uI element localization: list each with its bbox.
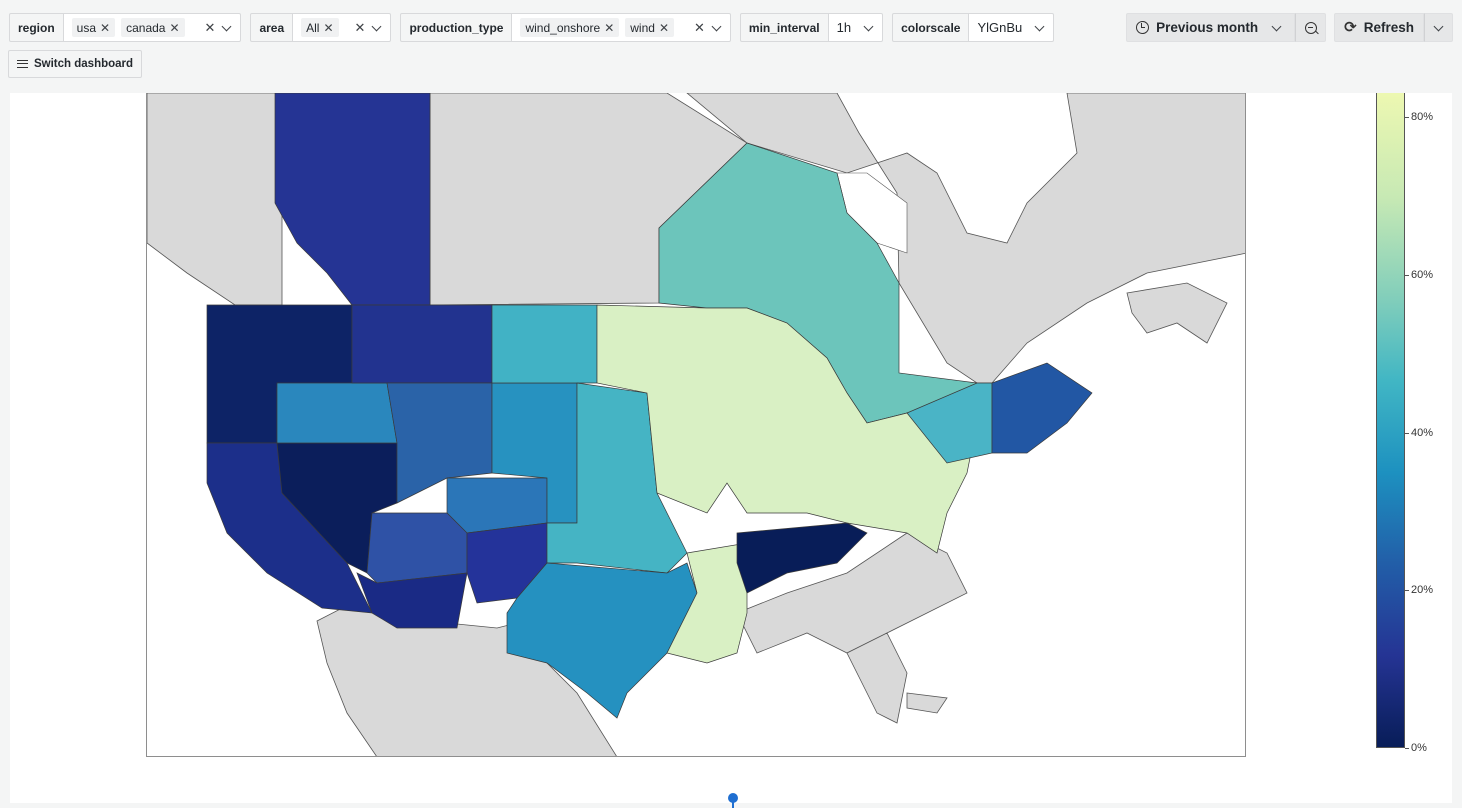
variable-picker-min-interval[interactable]: 1h [828,13,884,42]
chip-all: All ✕ [301,18,339,37]
choropleth-map[interactable] [146,93,1246,757]
variable-picker-region[interactable]: usa ✕ canada ✕ ✕ [63,13,242,42]
variable-label-production-type: production_type [400,13,513,42]
land-maritimes [1126,282,1228,344]
time-picker-button[interactable]: Previous month [1126,13,1296,42]
clear-icon[interactable]: ✕ [204,19,216,35]
selected-value: YlGnBu [977,20,1023,35]
land-caribbean [906,692,948,714]
variable-region: region usa ✕ canada ✕ ✕ [9,13,242,42]
region-alberta[interactable] [274,93,431,306]
chevron-down-icon[interactable] [711,21,722,31]
remove-chip-icon[interactable]: ✕ [100,20,111,35]
land-florida [846,632,908,724]
refresh-group: ⟳ Refresh [1334,13,1453,42]
variable-picker-colorscale[interactable]: YlGnBu [969,13,1055,42]
remove-chip-icon[interactable]: ✕ [169,20,180,35]
variable-picker-production-type[interactable]: wind_onshore ✕ wind ✕ ✕ [512,13,731,42]
colorbar [1376,93,1405,748]
variable-min-interval: min_interval 1h [739,13,884,42]
refresh-button[interactable]: ⟳ Refresh [1334,13,1424,42]
colorbar-tick: 0% [1406,742,1427,754]
chip-wind: wind ✕ [625,18,674,37]
zoom-out-button[interactable] [1295,13,1327,42]
clock-icon [1136,21,1150,34]
region-idaho[interactable] [276,382,398,444]
region-montana[interactable] [351,304,493,384]
region-minnesota-midwest[interactable] [596,304,978,554]
time-controls: Previous month ⟳ Refresh [1126,13,1453,42]
clear-icon[interactable]: ✕ [694,19,705,35]
variable-production-type: production_type wind_onshore ✕ wind ✕ ✕ [400,13,731,42]
hamburger-icon [17,60,28,68]
time-range-label: Previous month [1156,20,1259,35]
variable-bar: region usa ✕ canada ✕ ✕ area All ✕ ✕ produc… [9,13,1063,42]
time-picker-group: Previous month [1126,13,1327,42]
regions [206,93,1093,719]
chip-label: All [306,20,320,35]
variable-label-region: region [9,13,64,42]
remove-chip-icon[interactable]: ✕ [658,20,669,35]
land-southeast [736,532,968,654]
chevron-down-icon [1433,21,1444,31]
region-new-england[interactable] [991,362,1093,454]
refresh-icon: ⟳ [1344,19,1357,36]
chip-canada: canada ✕ [121,18,185,37]
land-quebec [686,93,1245,384]
variable-label-min-interval: min_interval [739,13,829,42]
chevron-down-icon[interactable] [221,21,232,31]
refresh-label: Refresh [1363,20,1414,35]
remove-chip-icon[interactable]: ✕ [323,20,334,35]
refresh-interval-button[interactable] [1424,13,1453,42]
colorbar-tick: 20% [1406,584,1433,596]
region-tennessee[interactable] [736,522,868,594]
region-dakotas[interactable] [491,304,598,384]
chip-label: canada [126,20,166,35]
variable-label-colorscale: colorscale [892,13,970,42]
land-other [147,93,1245,756]
chip-usa: usa ✕ [71,18,116,37]
clear-icon[interactable]: ✕ [354,19,366,35]
map-svg [147,93,1245,756]
chip-label: wind [630,20,655,35]
region-arizona[interactable] [356,572,468,629]
chevron-down-icon[interactable] [863,21,874,31]
resize-handle[interactable] [728,793,738,803]
region-texas[interactable] [506,562,698,719]
switch-dashboard-button[interactable]: Switch dashboard [8,50,143,78]
colorbar-tick: 40% [1406,427,1433,439]
resize-handle-stem [732,801,734,808]
chevron-down-icon[interactable] [372,21,382,31]
variable-area: area All ✕ ✕ [250,13,392,42]
zoom-out-icon [1304,21,1317,34]
colorbar-tick: 80% [1406,111,1433,123]
variable-picker-area[interactable]: All ✕ ✕ [293,13,392,42]
region-utah[interactable] [366,512,468,584]
selected-value: 1h [836,20,852,35]
chevron-down-icon[interactable] [1034,21,1045,31]
chip-wind-onshore: wind_onshore ✕ [520,18,620,37]
chip-label: wind_onshore [525,20,601,35]
map-panel: 80% 60% 40% 20% 0% [10,93,1452,808]
variable-colorscale: colorscale YlGnBu [892,13,1055,42]
land-canada-west [147,93,283,306]
chevron-down-icon [1271,21,1282,31]
remove-chip-icon[interactable]: ✕ [604,20,615,35]
variable-label-area: area [250,13,294,42]
colorbar-tick: 60% [1406,269,1433,281]
chip-label: usa [76,20,97,35]
switch-dashboard-label: Switch dashboard [34,58,134,70]
